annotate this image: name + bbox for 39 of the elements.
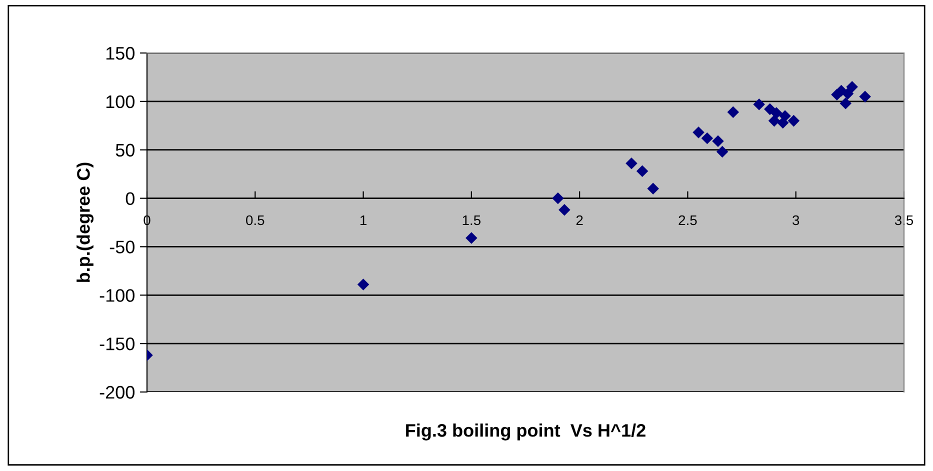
point (357, 278, 370, 290)
y-tick-label: 50 (116, 144, 134, 157)
x-tick-label: 3.5 (894, 215, 914, 226)
x-tick-label: 0.5 (246, 215, 264, 226)
y-tick-label: 150 (106, 46, 134, 60)
point (840, 97, 852, 110)
point (846, 81, 858, 93)
point (779, 110, 791, 122)
point (636, 165, 648, 178)
y-tick-label: -50 (110, 240, 134, 254)
point (788, 114, 800, 127)
point (768, 114, 780, 127)
point (647, 182, 659, 194)
point (753, 98, 765, 110)
point (716, 146, 728, 158)
y-axis-title: b.p.(degree C) (76, 162, 94, 282)
y-tick-label: 0 (126, 192, 134, 206)
x-tick-label: 1.5 (462, 215, 480, 226)
point (859, 90, 871, 102)
point (692, 126, 704, 138)
x-tick-label: 2 (576, 215, 583, 226)
point (701, 132, 714, 144)
point (764, 103, 776, 116)
x-tick-label: 2.5 (678, 215, 697, 226)
point (626, 158, 638, 170)
point (466, 232, 478, 244)
x-tick-label: 3 (792, 215, 800, 226)
x-tick-label: 1 (360, 215, 366, 226)
y-tick-label: -150 (100, 338, 134, 350)
y-tick-label: -100 (100, 289, 134, 302)
point (712, 135, 724, 148)
x-axis-title: Fig.3 boiling point Vs H^1/2 (406, 424, 646, 440)
y-tick-label: 100 (106, 95, 134, 108)
y-tick-label: -200 (100, 386, 134, 399)
point (558, 204, 570, 216)
point (727, 106, 740, 118)
point (842, 88, 854, 100)
point (552, 192, 564, 204)
point (770, 107, 782, 119)
